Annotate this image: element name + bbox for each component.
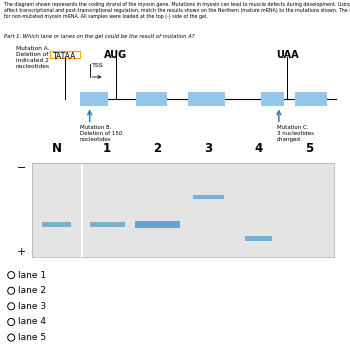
Bar xyxy=(245,236,272,241)
Text: lane 2: lane 2 xyxy=(18,286,46,295)
Text: Mutation A.
Deletion of
indicated 2
nucleotides: Mutation A. Deletion of indicated 2 nucl… xyxy=(16,47,50,69)
Text: Part 1. Which lane or lanes on the gel could be the result of mutation A?: Part 1. Which lane or lanes on the gel c… xyxy=(4,34,194,39)
Text: TATAA: TATAA xyxy=(53,52,77,61)
Text: 2: 2 xyxy=(154,142,162,155)
Text: 1: 1 xyxy=(103,142,111,155)
Text: 4: 4 xyxy=(254,142,263,155)
Bar xyxy=(136,92,167,106)
Text: TSS: TSS xyxy=(92,63,104,68)
Text: lane 3: lane 3 xyxy=(18,302,46,311)
Text: +: + xyxy=(17,247,26,257)
Bar xyxy=(295,92,327,106)
Text: The diagram shown represents the coding strand of the myosin gene. Mutations in : The diagram shown represents the coding … xyxy=(4,2,350,19)
Bar xyxy=(193,195,224,200)
Bar xyxy=(42,222,71,227)
Bar xyxy=(135,221,180,228)
Text: 5: 5 xyxy=(305,142,313,155)
Text: UAA: UAA xyxy=(276,50,299,60)
Text: Mutation C.
3 nucleotides
changed: Mutation C. 3 nucleotides changed xyxy=(277,125,314,142)
Bar xyxy=(90,222,125,227)
Bar xyxy=(80,92,108,106)
Text: lane 5: lane 5 xyxy=(18,333,46,342)
Text: −: − xyxy=(17,163,26,173)
Bar xyxy=(188,92,225,106)
Bar xyxy=(261,92,284,106)
Text: N: N xyxy=(52,142,62,155)
Text: 3: 3 xyxy=(204,142,212,155)
Text: lane 4: lane 4 xyxy=(18,317,46,327)
Text: AUG: AUG xyxy=(104,50,127,60)
Text: Mutation B.
Deletion of 150
nucleotides: Mutation B. Deletion of 150 nucleotides xyxy=(80,125,122,142)
Text: lane 1: lane 1 xyxy=(18,271,46,280)
